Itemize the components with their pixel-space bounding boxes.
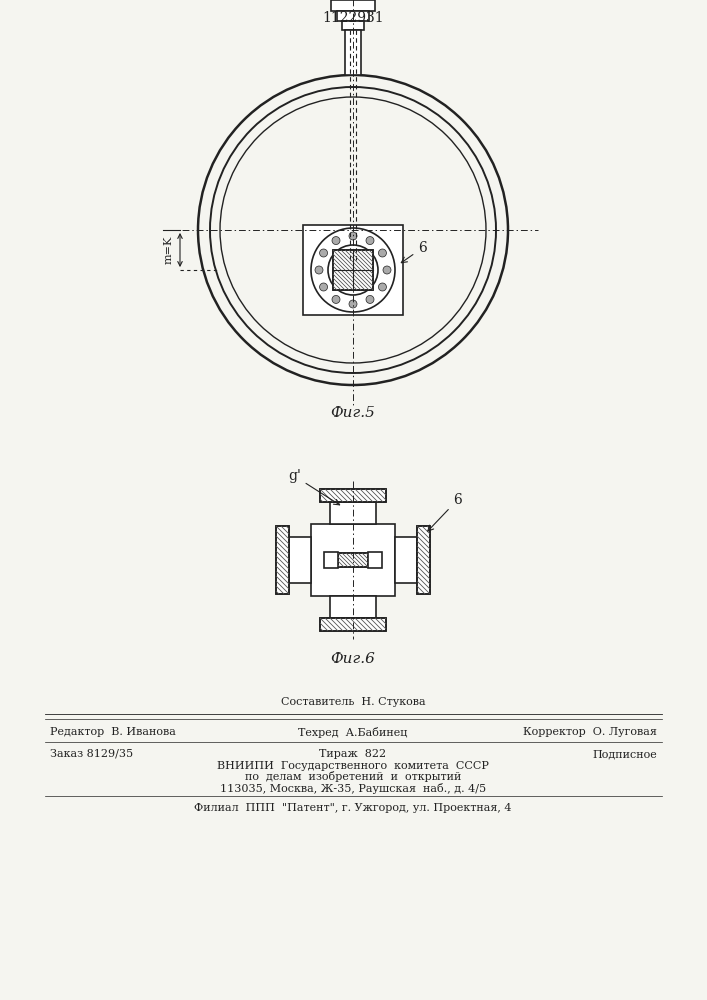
Circle shape [328, 245, 378, 295]
Text: Техред  А.Бабинец: Техред А.Бабинец [298, 726, 408, 738]
Text: 1122931: 1122931 [322, 11, 384, 25]
Circle shape [332, 295, 340, 303]
Bar [338, 553, 368, 567]
Bar [320, 618, 386, 631]
Bar [333, 250, 373, 290]
Bar [330, 596, 376, 618]
Circle shape [320, 283, 327, 291]
Bar [303, 225, 403, 315]
Text: m=K: m=K [164, 236, 174, 264]
Text: по  делам  изобретений  и  открытий: по делам изобретений и открытий [245, 772, 461, 782]
Circle shape [349, 300, 357, 308]
Text: Редактор  В. Иванова: Редактор В. Иванова [50, 727, 176, 737]
Circle shape [366, 237, 374, 245]
Bar [320, 618, 386, 631]
Bar [330, 502, 376, 524]
Text: Подписное: Подписное [592, 749, 657, 759]
Text: 6: 6 [402, 241, 427, 263]
Circle shape [378, 249, 387, 257]
Circle shape [378, 283, 387, 291]
Bar [417, 526, 430, 594]
Text: Заказ 8129/35: Заказ 8129/35 [50, 749, 133, 759]
Bar [320, 489, 386, 502]
Bar [276, 526, 289, 594]
Circle shape [349, 232, 357, 240]
Bar [331, 0, 375, 11]
Text: Филиал  ППП  "Патент", г. Ужгород, ул. Проектная, 4: Филиал ППП "Патент", г. Ужгород, ул. Про… [194, 803, 512, 813]
Bar [333, 250, 373, 290]
Bar [276, 526, 289, 594]
Text: Корректор  О. Луговая: Корректор О. Луговая [523, 727, 657, 737]
Text: g': g' [288, 469, 339, 505]
Bar [417, 526, 430, 594]
Bar [320, 489, 386, 502]
Text: Фиг.6: Фиг.6 [331, 652, 375, 666]
Circle shape [383, 266, 391, 274]
Bar [345, 30, 361, 75]
Circle shape [311, 228, 395, 312]
Circle shape [332, 237, 340, 245]
Bar [337, 11, 369, 21]
Bar [342, 21, 364, 30]
Text: 6: 6 [428, 493, 462, 531]
Bar [338, 553, 368, 567]
Text: Тираж  822: Тираж 822 [320, 749, 387, 759]
Text: ВНИИПИ  Государственного  комитета  СССР: ВНИИПИ Государственного комитета СССР [217, 761, 489, 771]
Bar [324, 552, 338, 568]
Bar [368, 552, 382, 568]
Text: Составитель  Н. Стукова: Составитель Н. Стукова [281, 697, 426, 707]
Circle shape [366, 295, 374, 303]
Circle shape [315, 266, 323, 274]
Bar [311, 524, 395, 596]
Text: 113035, Москва, Ж-35, Раушская  наб., д. 4/5: 113035, Москва, Ж-35, Раушская наб., д. … [220, 782, 486, 794]
Bar [289, 537, 311, 583]
Bar [395, 537, 417, 583]
Circle shape [320, 249, 327, 257]
Text: Фиг.5: Фиг.5 [331, 406, 375, 420]
